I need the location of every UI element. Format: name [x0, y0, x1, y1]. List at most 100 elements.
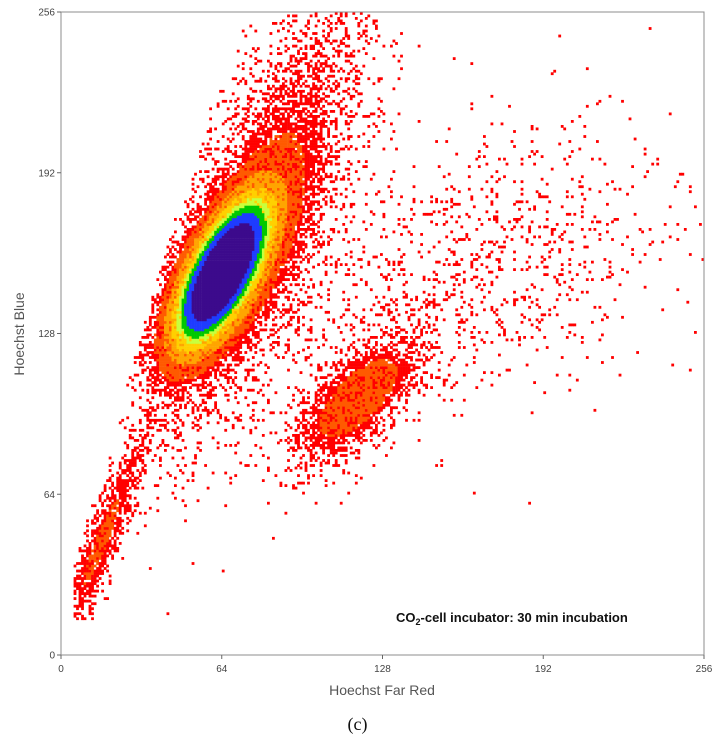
density-cell [239, 210, 243, 214]
density-cell [98, 562, 102, 565]
density-cell [86, 539, 89, 543]
density-cell [204, 210, 208, 214]
density-cell [282, 270, 285, 274]
density-cell [189, 398, 192, 402]
density-cell [131, 403, 135, 407]
density-cell [179, 343, 182, 347]
density-cell [101, 564, 105, 568]
density-cell [241, 310, 245, 314]
density-cell [136, 373, 140, 377]
density-cell [121, 479, 125, 483]
density-cell [259, 150, 263, 153]
density-cell [221, 293, 225, 297]
density-cell [113, 544, 117, 548]
density-cell [226, 366, 230, 370]
density-cell [224, 220, 228, 224]
density-cell [236, 185, 240, 189]
density-cell [174, 336, 177, 339]
density-cell [106, 539, 110, 543]
density-cell [199, 230, 202, 234]
density-cell [229, 351, 233, 354]
density-cell [279, 180, 283, 184]
density-cell [164, 310, 167, 314]
density-cell [166, 361, 170, 364]
density-cell [86, 569, 89, 573]
density-cell [277, 223, 280, 226]
density-cell [239, 130, 243, 133]
density-cell [211, 253, 215, 256]
density-cell [284, 120, 288, 123]
density-cell [199, 268, 202, 272]
density-cell [118, 524, 122, 528]
density-cell [236, 315, 240, 319]
density-cell [214, 361, 218, 364]
density-cell [216, 258, 220, 261]
density-cell [244, 79, 248, 83]
density-cell [118, 519, 122, 523]
density-cell [264, 200, 268, 204]
density-cell [229, 215, 233, 219]
density-cell [108, 479, 112, 483]
density-cell [159, 418, 162, 422]
density-cell [236, 263, 240, 267]
density-cell [267, 366, 270, 370]
density-cell [244, 328, 248, 332]
density-cell [226, 233, 230, 236]
density-cell [231, 207, 235, 211]
density-cell [209, 268, 213, 272]
density-cell [166, 428, 170, 432]
density-cell [282, 187, 285, 191]
density-cell [231, 423, 235, 427]
density-cell [261, 278, 265, 282]
density-cell [244, 157, 248, 161]
density-cell [282, 207, 285, 211]
density-cell [226, 260, 230, 264]
density-cell [211, 315, 215, 319]
density-cell [231, 182, 235, 186]
density-cell [234, 285, 238, 289]
density-cell [179, 320, 182, 324]
density-cell [244, 320, 248, 324]
density-cell [181, 351, 185, 354]
density-cell [199, 255, 202, 259]
density-cell [169, 263, 172, 267]
density-cell [269, 235, 273, 239]
density-cell [199, 263, 202, 267]
density-cell [189, 228, 192, 231]
density-cell [244, 333, 248, 337]
density-cell [116, 499, 120, 503]
density-cell [261, 185, 265, 189]
density-cell [181, 320, 185, 324]
density-cell [204, 376, 208, 380]
density-cell [189, 361, 192, 364]
density-cell [201, 215, 205, 219]
density-cell [191, 326, 195, 329]
density-cell [241, 358, 245, 362]
density-cell [282, 250, 285, 254]
density-cell [153, 454, 157, 457]
density-cell [216, 205, 220, 209]
density-cell [234, 207, 238, 211]
density-cell [216, 288, 220, 292]
density-cell [251, 147, 255, 151]
density-cell [206, 486, 210, 490]
density-cell [169, 383, 172, 387]
density-cell [121, 501, 125, 505]
density-cell [254, 225, 258, 229]
density-cell [194, 298, 197, 302]
density-cell [284, 343, 288, 347]
density-cell [279, 223, 283, 226]
density-cell [204, 348, 208, 352]
density-cell [219, 210, 223, 214]
density-cell [179, 300, 182, 304]
density-cell [191, 331, 195, 334]
density-cell [214, 373, 218, 377]
density-cell [272, 107, 275, 111]
density-cell [184, 285, 187, 289]
density-cell [279, 228, 283, 231]
density-cell [261, 175, 265, 179]
density-cell [206, 268, 210, 272]
density-cell [214, 353, 218, 357]
density-cell [234, 152, 238, 156]
density-cell [229, 300, 233, 304]
